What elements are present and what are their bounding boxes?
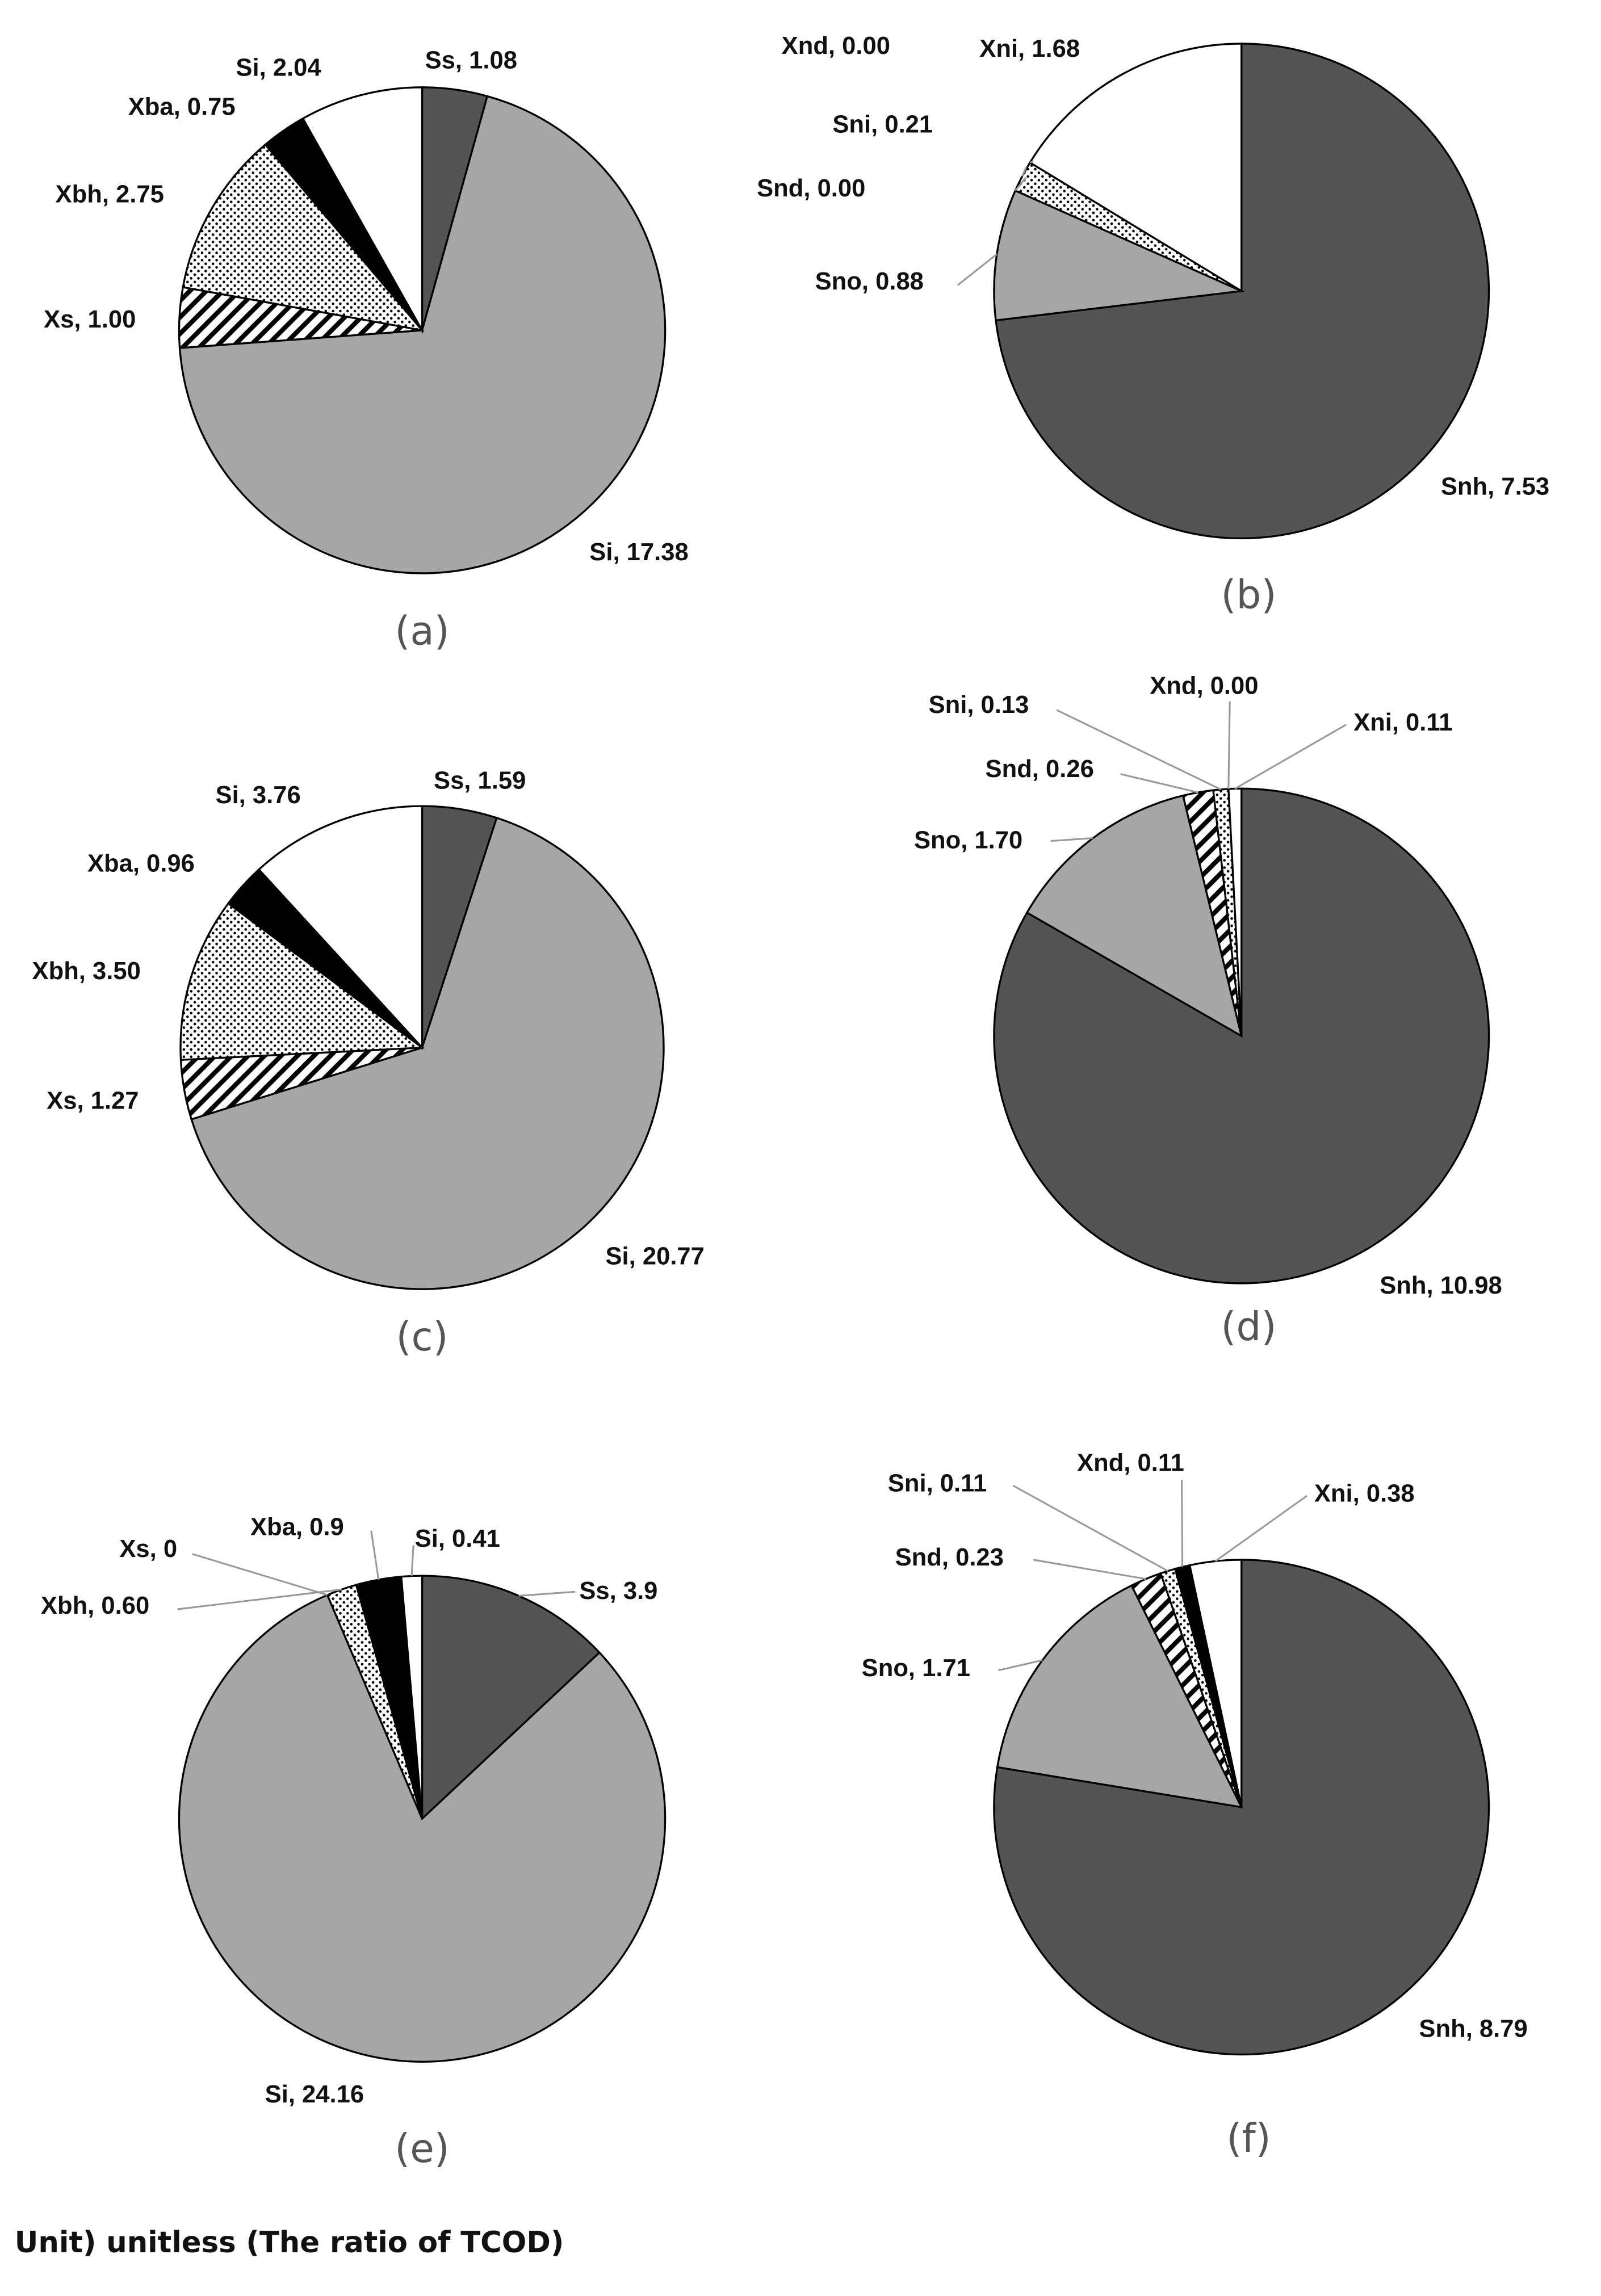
data-label-sno: Sno, 1.70 [914,826,1022,854]
data-label-si: Si, 20.77 [606,1243,705,1270]
data-label-ss: Ss, 3.9 [579,1577,657,1605]
data-label-xs: Xs, 0 [119,1535,177,1563]
data-label-si: Si, 3.76 [216,782,301,809]
data-label-xs: Xs, 1.00 [44,306,136,333]
pie-slice-xni [1227,787,1243,1036]
data-label-ss: Ss, 1.08 [425,47,517,74]
leader-line [370,1530,380,1580]
chart-caption: (f) [1226,2116,1271,2161]
pie-slice-xbh [179,902,425,1061]
leader-line [1214,1495,1307,1562]
data-label-xnd: Xnd, 0.00 [1150,673,1258,700]
pie-slice-snh [993,1559,1490,2056]
data-label-sni: Sni, 0.21 [832,111,933,138]
leader-line [1227,701,1231,789]
data-label-xba: Xba, 0.9 [250,1513,344,1541]
data-label-sni: Sni, 0.11 [888,1470,987,1497]
data-label-xbh: Xbh, 0.60 [41,1592,149,1619]
pie-slice-si [190,816,665,1290]
chart-caption: (c) [396,1315,448,1360]
data-label-snh: Snh, 8.79 [1419,2016,1527,2043]
pie-chart-c: Ss, 1.59 Si, 20.77 Xs, 1.27 Xbh, 3.50 Xba, 0… [32,767,705,1359]
data-label-snd: Snd, 0.26 [986,755,1094,783]
chart-caption: (d) [1221,1304,1277,1350]
pie-chart-e: Ss, 3.9 Si, 24.16 Xs, 0 Xbh, 0.60 Xba, 0.9 Si… [41,1513,667,2172]
pie-chart-a: Ss, 1.08 Si, 17.38 Xs, 1.00 Xbh, 2.75 Xba, 0… [44,47,689,654]
pie-chart-d: Snh, 10.98 Sno, 1.70 Snd, 0.26 Sni, 0.13 Xnd… [914,673,1502,1350]
data-label-xbh: Xbh, 2.75 [56,181,164,208]
data-label-xnd: Xnd, 0.11 [1077,1450,1184,1477]
leader-line [1021,167,1027,177]
leader-line [192,1553,328,1596]
data-label-snh: Snh, 7.53 [1441,473,1549,501]
leader-line [1050,837,1093,842]
leader-line [1120,773,1198,794]
data-label-xba: Xba, 0.96 [87,850,195,877]
data-label-sno: Sno, 0.88 [815,268,924,295]
chart-caption: (a) [395,609,449,654]
data-label-xni: Xni, 1.68 [979,35,1080,62]
data-label-si: Si, 2.04 [236,54,321,81]
pie-chart-b: Snh, 7.53 Sno, 0.88 Snd, 0.00 Sni, 0.21 Xnd,… [757,32,1549,618]
data-label-snd: Snd, 0.00 [757,175,865,202]
leader-line [998,1659,1043,1672]
leader-line [1015,177,1027,191]
data-label-xnd: Xnd, 0.00 [782,32,890,60]
leader-line [1012,1484,1168,1572]
data-label-xbh: Xbh, 3.50 [32,958,141,985]
pie-slice-sno [1025,794,1243,1038]
pie-chart-f: Snh, 8.79 Sno, 1.71 Snd, 0.23 Sni, 0.11 Xnd,… [862,1450,1528,2162]
chart-caption: (e) [395,2126,450,2172]
leader-line [1029,161,1034,163]
leader-line [1181,1479,1184,1567]
pie-slice-si [178,1593,667,2063]
data-label-si: Si, 24.16 [265,2081,364,2108]
data-label-sno: Sno, 1.71 [862,1655,970,1682]
leader-line [518,1590,575,1597]
pie-slice-si [178,95,667,574]
data-label-snh: Snh, 10.98 [1380,1272,1502,1299]
data-label-xs: Xs, 1.27 [47,1087,139,1114]
leader-line [410,1545,414,1576]
leader-line [1234,724,1347,790]
leader-line [957,253,998,286]
chart-caption: (b) [1221,572,1277,618]
leader-line [1033,1559,1146,1580]
leader-line [177,1588,342,1610]
pie-slice-si [400,1575,424,1819]
pie-slice-ss [421,1575,601,1821]
leader-line [1056,709,1222,791]
pie-slice-si [257,805,424,1050]
data-label-xba: Xba, 0.75 [128,94,236,121]
unit-note: Unit) unitless (The ratio of TCOD) [15,2226,564,2260]
pie-slice-xni [1028,43,1243,293]
data-label-xni: Xni, 0.11 [1353,709,1452,736]
data-label-snd: Snd, 0.23 [895,1544,1004,1571]
data-label-si: Si, 0.41 [415,1525,500,1552]
data-label-xni: Xni, 0.38 [1314,1480,1415,1507]
data-label-si: Si, 17.38 [589,539,688,566]
data-label-sni: Sni, 0.13 [929,691,1029,719]
data-label-ss: Ss, 1.59 [434,767,526,794]
pie-slice-xbh [182,143,425,332]
pie-slice-si [301,86,424,334]
